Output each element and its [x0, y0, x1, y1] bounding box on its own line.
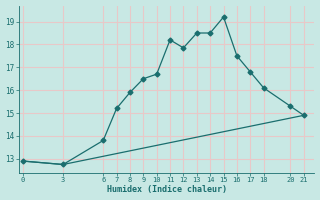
- X-axis label: Humidex (Indice chaleur): Humidex (Indice chaleur): [107, 185, 227, 194]
